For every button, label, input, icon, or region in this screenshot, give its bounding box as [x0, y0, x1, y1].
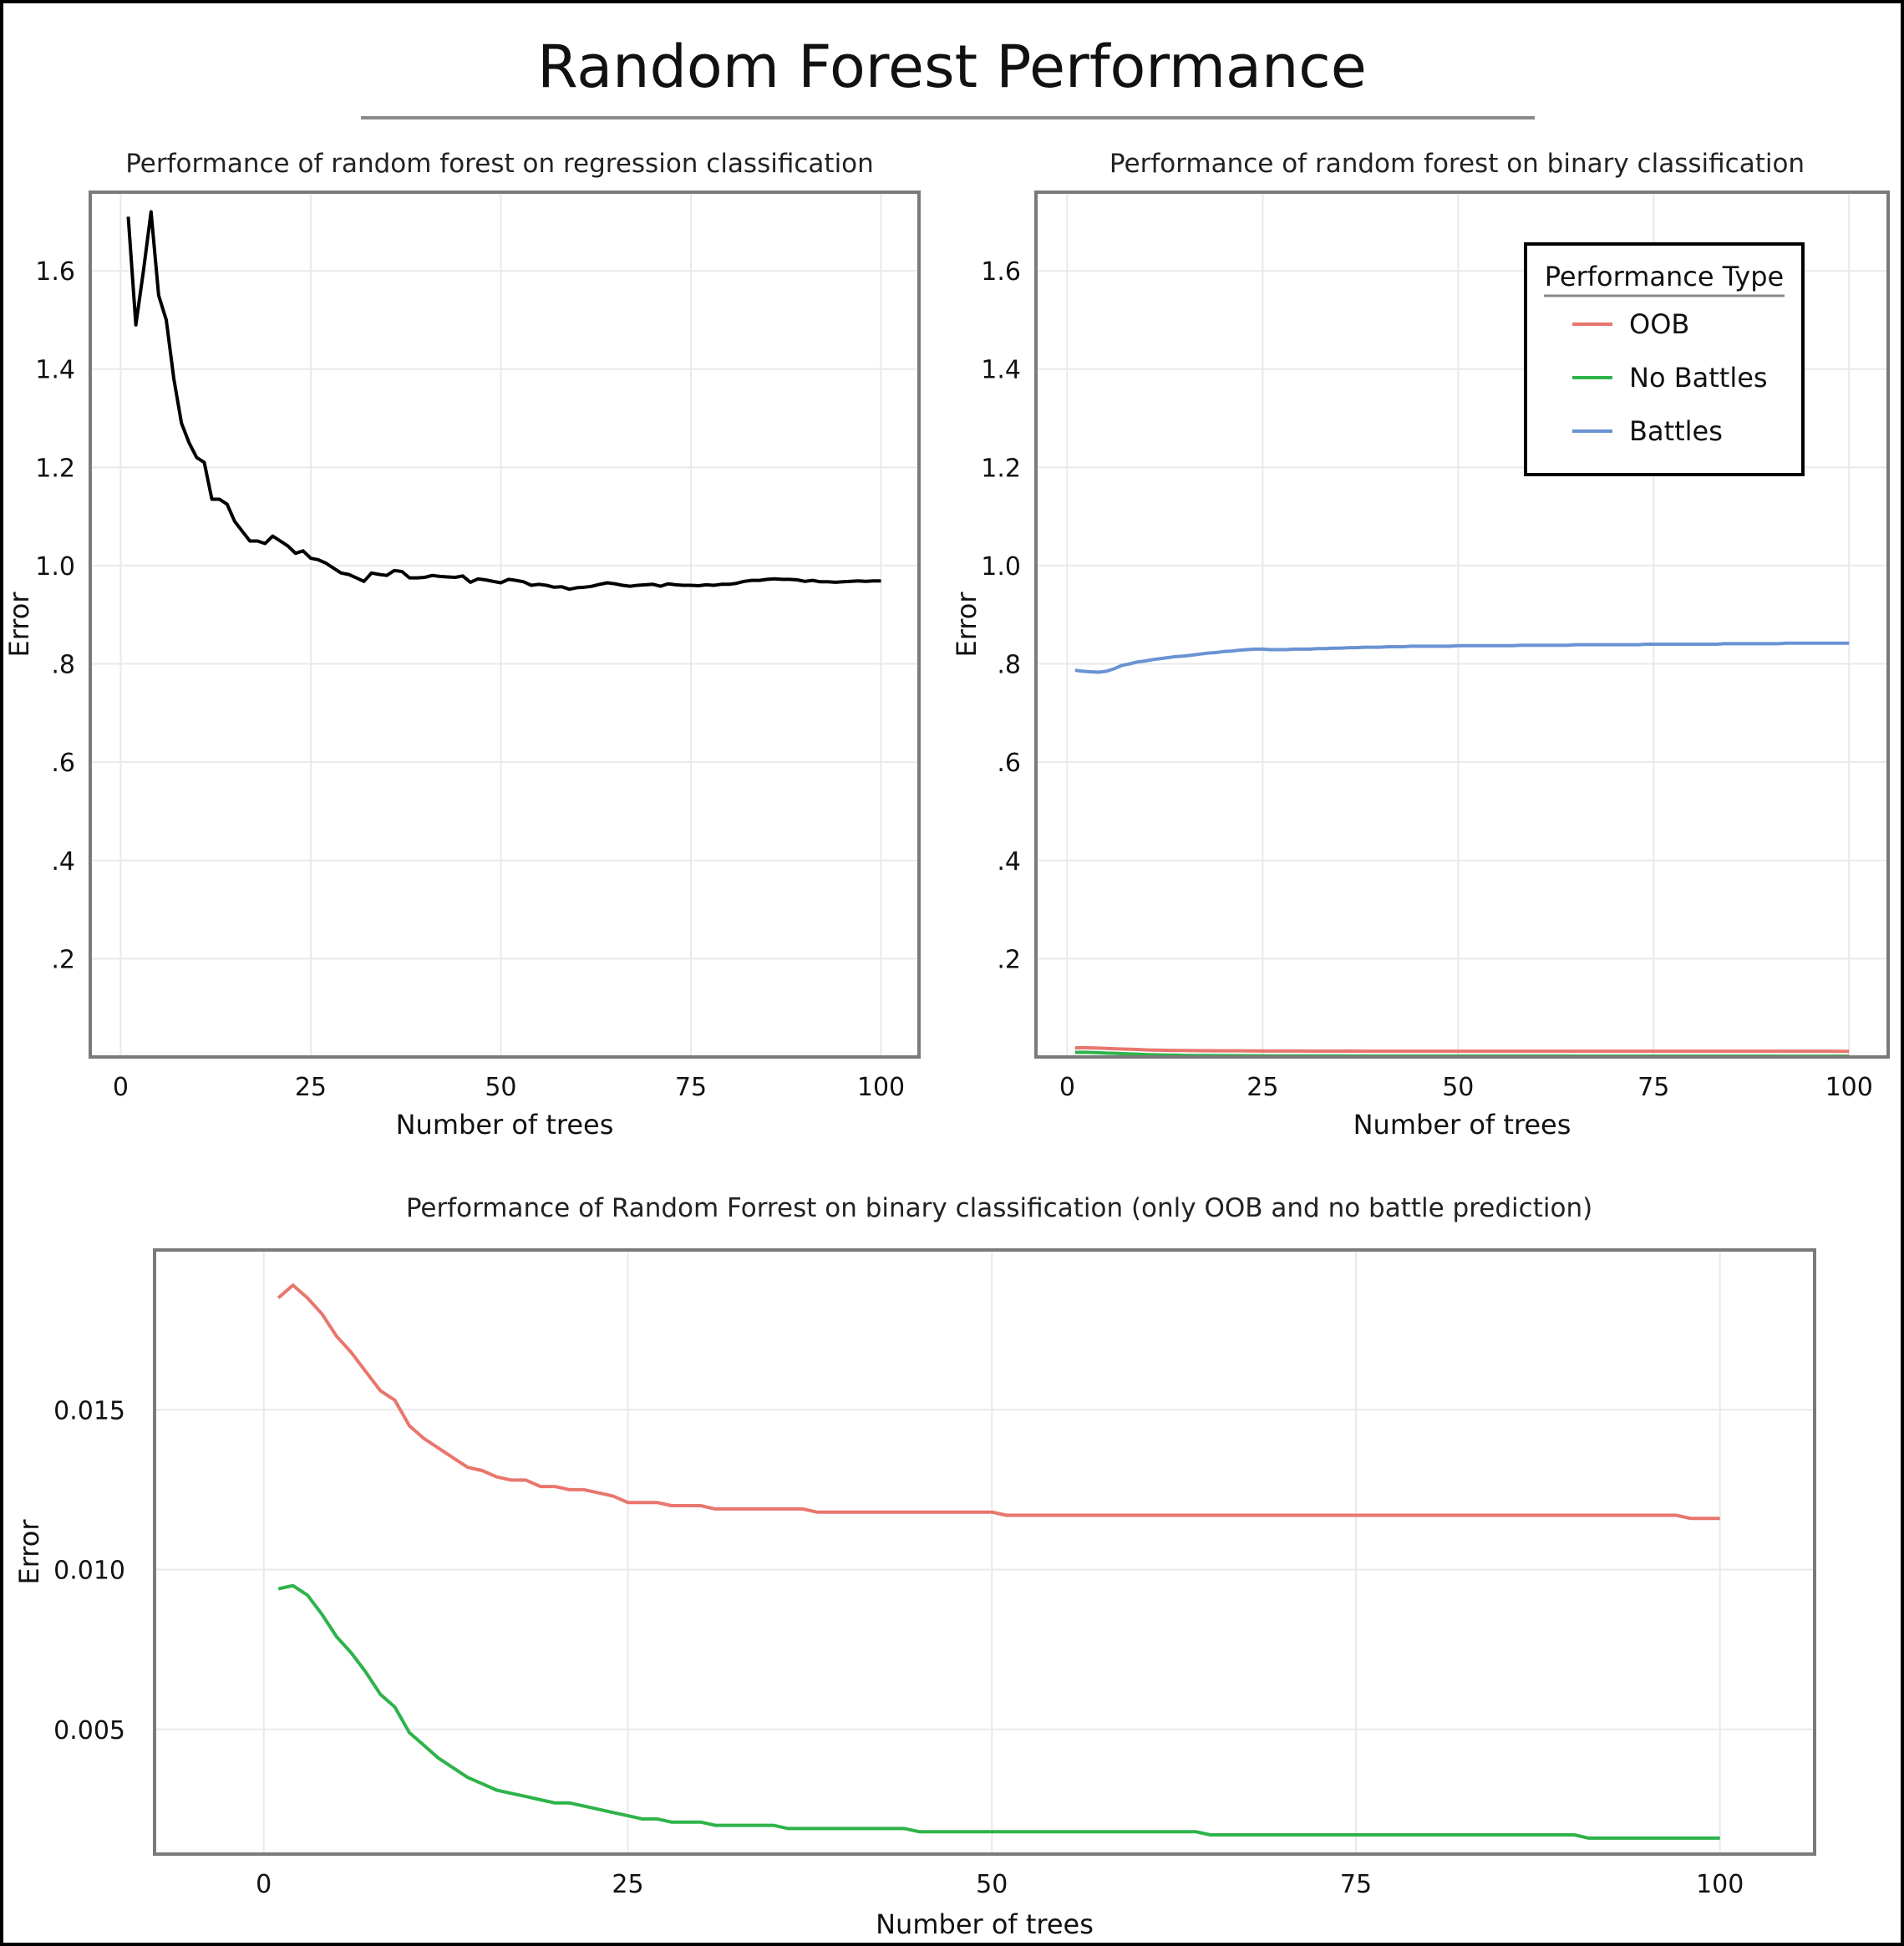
series-line-battles — [1074, 641, 1850, 674]
x-tick-label: 0 — [1059, 1073, 1075, 1102]
series-line-oob — [1074, 1045, 1850, 1054]
x-tick-label: 75 — [1340, 1870, 1372, 1899]
x-axis-label: Number of trees — [876, 1908, 1094, 1940]
y-tick-label: .6 — [51, 749, 75, 778]
y-tick-label: .6 — [997, 749, 1021, 778]
y-tick-label: 0.015 — [53, 1396, 125, 1425]
x-tick-label: 50 — [485, 1073, 516, 1102]
series-line-regression — [126, 210, 881, 592]
y-axis-label: Error — [3, 592, 35, 658]
plot-frame — [153, 1248, 1816, 1856]
page-title: Random Forest Performance — [537, 33, 1367, 101]
legend-label: OOB — [1629, 308, 1689, 340]
y-tick-label: 1.0 — [981, 552, 1021, 582]
y-tick-label: 1.4 — [35, 356, 75, 385]
series-line-no-battles — [277, 1583, 1720, 1840]
legend-title: Performance Type — [1545, 261, 1784, 292]
y-tick-label: 0.010 — [53, 1557, 125, 1586]
x-tick-label: 75 — [1637, 1073, 1669, 1102]
x-tick-label: 0 — [256, 1870, 272, 1899]
y-tick-label: .8 — [997, 651, 1021, 680]
x-tick-label: 100 — [857, 1073, 905, 1102]
legend-label: No Battles — [1629, 362, 1768, 394]
x-tick-label: 75 — [675, 1073, 707, 1102]
x-tick-label: 25 — [1246, 1073, 1278, 1102]
legend-label: Battles — [1629, 415, 1723, 447]
x-tick-label: 0 — [113, 1073, 129, 1102]
y-tick-label: .2 — [997, 945, 1021, 974]
x-tick-label: 25 — [295, 1073, 327, 1102]
y-tick-label: 1.4 — [981, 356, 1021, 385]
x-tick-label: 50 — [976, 1870, 1008, 1899]
plot-frame — [89, 191, 921, 1059]
y-tick-label: 1.2 — [981, 454, 1021, 483]
chart-title: Performance of random forest on regressi… — [125, 149, 874, 179]
x-tick-label: 100 — [1696, 1870, 1744, 1899]
y-tick-label: 1.6 — [981, 257, 1021, 287]
plot-frame — [1034, 191, 1890, 1059]
chart-1: Performance of random forest on regressi… — [3, 149, 921, 1141]
x-axis-label: Number of trees — [1353, 1109, 1571, 1141]
y-tick-label: 1.2 — [35, 454, 75, 483]
y-axis-label: Error — [951, 592, 982, 658]
title-divider — [361, 116, 1535, 119]
y-tick-label: 1.6 — [35, 257, 75, 287]
legend: Performance Type OOB No Battles Battles — [1524, 242, 1805, 476]
x-tick-label: 50 — [1442, 1073, 1474, 1102]
chart-3: Performance of Random Forrest on binary … — [13, 1193, 1816, 1940]
y-tick-label: 1.0 — [35, 552, 75, 582]
chart-2: Performance of random forest on binary c… — [951, 149, 1890, 1141]
x-tick-label: 100 — [1825, 1073, 1873, 1102]
chart-title: Performance of Random Forrest on binary … — [406, 1193, 1592, 1223]
y-tick-label: .4 — [997, 847, 1021, 876]
y-axis-label: Error — [13, 1519, 45, 1585]
y-tick-label: .2 — [51, 945, 75, 974]
y-tick-label: .4 — [51, 847, 75, 876]
x-axis-label: Number of trees — [396, 1109, 614, 1141]
x-tick-label: 25 — [612, 1870, 643, 1899]
chart-title: Performance of random forest on binary c… — [1109, 149, 1805, 179]
legend-box — [1524, 242, 1805, 476]
y-tick-label: 0.005 — [53, 1716, 125, 1745]
series-line-oob — [277, 1283, 1720, 1521]
y-tick-label: .8 — [51, 651, 75, 680]
